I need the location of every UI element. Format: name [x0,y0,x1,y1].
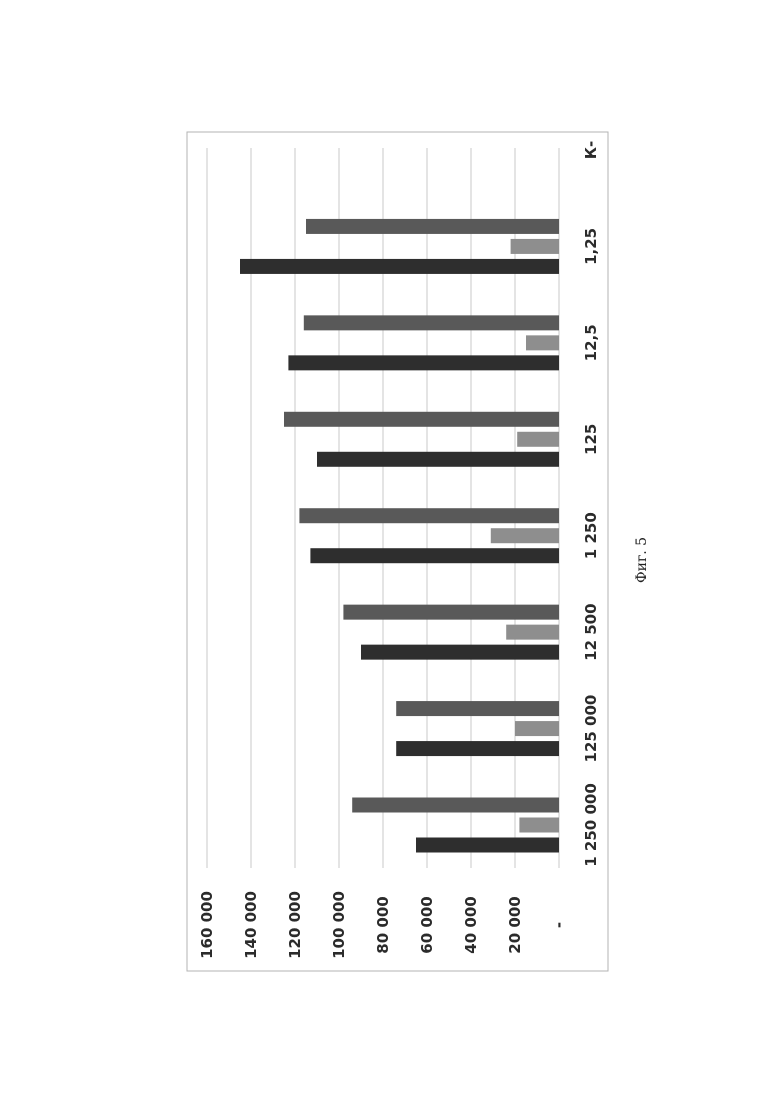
y-tick-label: 20 000 [506,896,524,953]
bar [517,432,559,447]
category-label: К- [582,141,600,160]
bar [526,335,559,350]
category-label: 1,25 [582,228,600,265]
category-label: 125 000 [582,695,600,763]
bar [396,741,559,756]
y-tick-label: 60 000 [418,896,436,953]
category-label: 1 250 [582,512,600,559]
y-tick-label: 160 000 [198,891,216,959]
category-label: 12 500 [582,603,600,660]
figure-caption: Фиг. 5 [634,520,674,600]
bar [317,452,559,467]
bar [240,259,559,274]
bar [416,838,559,853]
bar [310,548,559,563]
category-label: 12,5 [582,324,600,361]
y-tick-label: 40 000 [462,896,480,953]
bar [284,412,559,427]
bar [343,605,559,620]
y-tick-labels: - 20 000 40 000 60 000 80 000 100 000 120 000 1… [198,891,568,959]
bar [506,625,559,640]
bar [299,508,559,523]
category-label: 125 [582,424,600,455]
bar [306,219,559,234]
bar [396,701,559,716]
bar [304,315,559,330]
bar [519,818,559,833]
y-tick-label: - [550,922,568,928]
bar [361,645,559,660]
category-label: 1 250 000 [582,783,600,867]
bar [288,355,559,370]
bar [515,721,559,736]
y-tick-label: 100 000 [330,891,348,959]
y-tick-label: 140 000 [242,891,260,959]
y-tick-label: 120 000 [286,891,304,959]
bar [511,239,559,254]
bar [352,798,559,813]
y-tick-label: 80 000 [374,896,392,953]
bar [491,528,559,543]
